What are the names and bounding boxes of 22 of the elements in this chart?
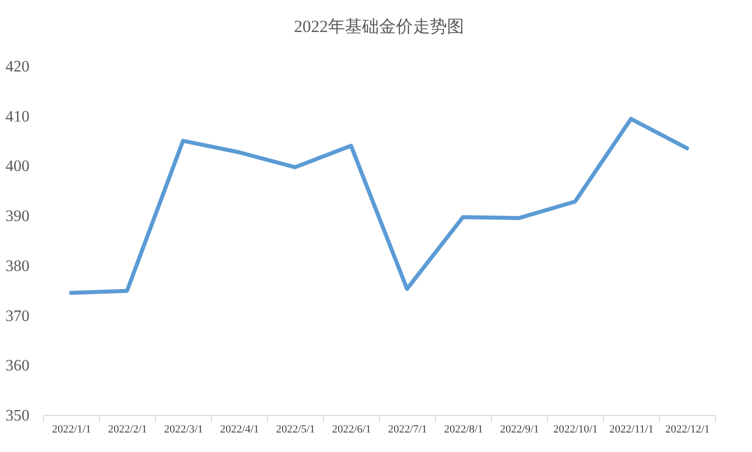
x-tick-label: 2022/11/1 bbox=[609, 424, 654, 436]
x-tick-label: 2022/4/1 bbox=[220, 424, 260, 436]
x-tick-label: 2022/6/1 bbox=[332, 424, 372, 436]
line-series bbox=[69, 116, 689, 295]
x-tick-label: 2022/7/1 bbox=[388, 424, 428, 436]
x-tick-label: 2022/3/1 bbox=[164, 424, 204, 436]
y-tick-label: 370 bbox=[6, 308, 30, 325]
chart-title: 2022年基础金价走势图 bbox=[294, 17, 464, 36]
y-tick-label: 420 bbox=[6, 58, 30, 76]
x-tick-label: 2022/5/1 bbox=[276, 424, 316, 436]
x-tick-label: 2022/1/1 bbox=[52, 424, 92, 436]
x-tick-label: 2022/8/1 bbox=[444, 424, 484, 436]
y-tick-label: 390 bbox=[6, 208, 30, 226]
y-tick-label: 400 bbox=[6, 158, 30, 176]
x-tick-label: 2022/10/1 bbox=[553, 424, 598, 436]
x-tick-label: 2022/12/1 bbox=[665, 424, 710, 436]
y-tick-label: 360 bbox=[6, 358, 30, 375]
y-tick-label: 380 bbox=[6, 258, 30, 275]
y-tick-label: 350 bbox=[6, 408, 30, 424]
y-tick-label: 410 bbox=[6, 108, 30, 126]
x-tick-label: 2022/9/1 bbox=[500, 424, 540, 436]
x-tick-label: 2022/2/1 bbox=[108, 424, 148, 436]
